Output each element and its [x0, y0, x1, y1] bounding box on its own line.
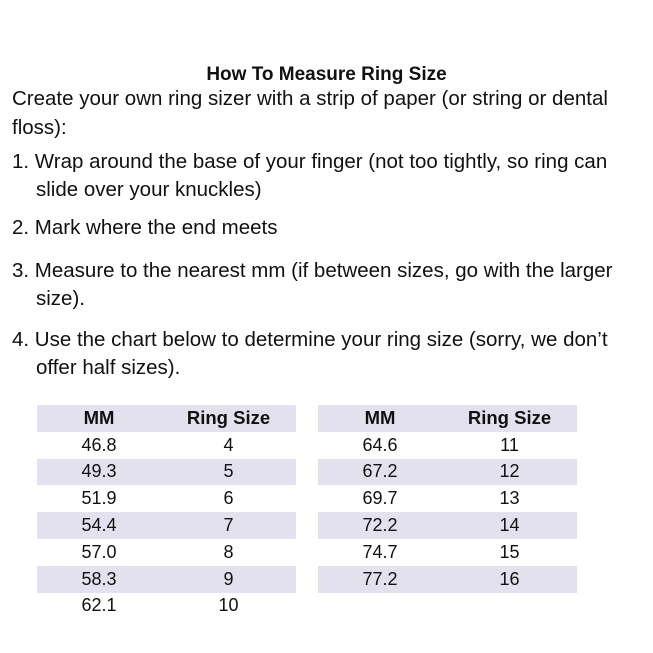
ring-size-cell: 4 [223, 434, 234, 455]
mm-cell: 64.6 [362, 434, 398, 455]
table-row: 51.9 6 [37, 485, 296, 512]
mm-cell: 58.3 [81, 568, 117, 589]
table-row: 72.2 14 [318, 512, 577, 539]
table-row: 64.6 11 [318, 432, 577, 459]
mm-cell: 69.7 [362, 488, 398, 509]
ring-size-cell: 13 [499, 488, 520, 509]
ring-size-cell: 10 [218, 595, 239, 616]
ring-size-cell: 7 [223, 515, 234, 536]
mm-cell: 46.8 [81, 434, 117, 455]
header-ring-size: Ring Size [467, 407, 552, 429]
page-title: How To Measure Ring Size [206, 64, 447, 85]
ring-size-cell: 8 [223, 541, 234, 562]
intro-text: Create your own ring sizer with a strip … [12, 87, 608, 139]
ring-size-cell: 6 [223, 488, 234, 509]
mm-cell: 54.4 [81, 515, 117, 536]
step-3: 3. Measure to the nearest mm (if between… [12, 259, 613, 310]
mm-cell: 77.2 [362, 568, 398, 589]
mm-cell: 51.9 [81, 488, 117, 509]
table-header-row: MM Ring Size [37, 405, 296, 432]
table-row: 46.8 4 [37, 432, 296, 459]
table-row: 54.4 7 [37, 512, 296, 539]
header-ring-size: Ring Size [186, 407, 271, 429]
table-row: 69.7 13 [318, 485, 577, 512]
table-row: 77.2 16 [318, 565, 577, 593]
mm-cell: 57.0 [81, 541, 117, 562]
ring-size-table-left: MM Ring Size 46.8 4 49.3 5 51.9 6 54.4 7 57.0 8 58.3… [37, 405, 296, 619]
ring-size-cell: 14 [499, 515, 520, 536]
table-row: 62.1 10 [37, 593, 296, 620]
table-row: 57.0 8 [37, 539, 296, 566]
ring-size-cell: 5 [223, 461, 234, 482]
mm-cell: 67.2 [362, 461, 398, 482]
header-mm: MM [83, 407, 115, 429]
table-row: 67.2 12 [318, 458, 577, 486]
step-1: 1. Wrap around the base of your finger (… [12, 150, 608, 201]
ring-size-cell: 15 [499, 541, 520, 562]
table-row: 58.3 9 [37, 565, 296, 593]
table-header-row: MM Ring Size [318, 405, 577, 432]
mm-cell: 74.7 [362, 541, 398, 562]
ring-size-cell: 9 [223, 568, 234, 589]
mm-cell: 62.1 [81, 595, 117, 616]
step-2: 2. Mark where the end meets [12, 216, 278, 239]
ring-size-cell: 16 [499, 568, 520, 589]
step-4: 4. Use the chart below to determine your… [12, 328, 608, 379]
table-row: 49.3 5 [37, 458, 296, 486]
mm-cell: 49.3 [81, 461, 117, 482]
header-mm: MM [364, 407, 396, 429]
ring-size-cell: 11 [500, 434, 519, 455]
table-row: 74.7 15 [318, 539, 577, 566]
ring-size-table-right: MM Ring Size 64.6 11 67.2 12 69.7 13 72.2 14 74.7 1… [318, 405, 577, 593]
ring-size-cell: 12 [499, 461, 520, 482]
mm-cell: 72.2 [362, 515, 398, 536]
